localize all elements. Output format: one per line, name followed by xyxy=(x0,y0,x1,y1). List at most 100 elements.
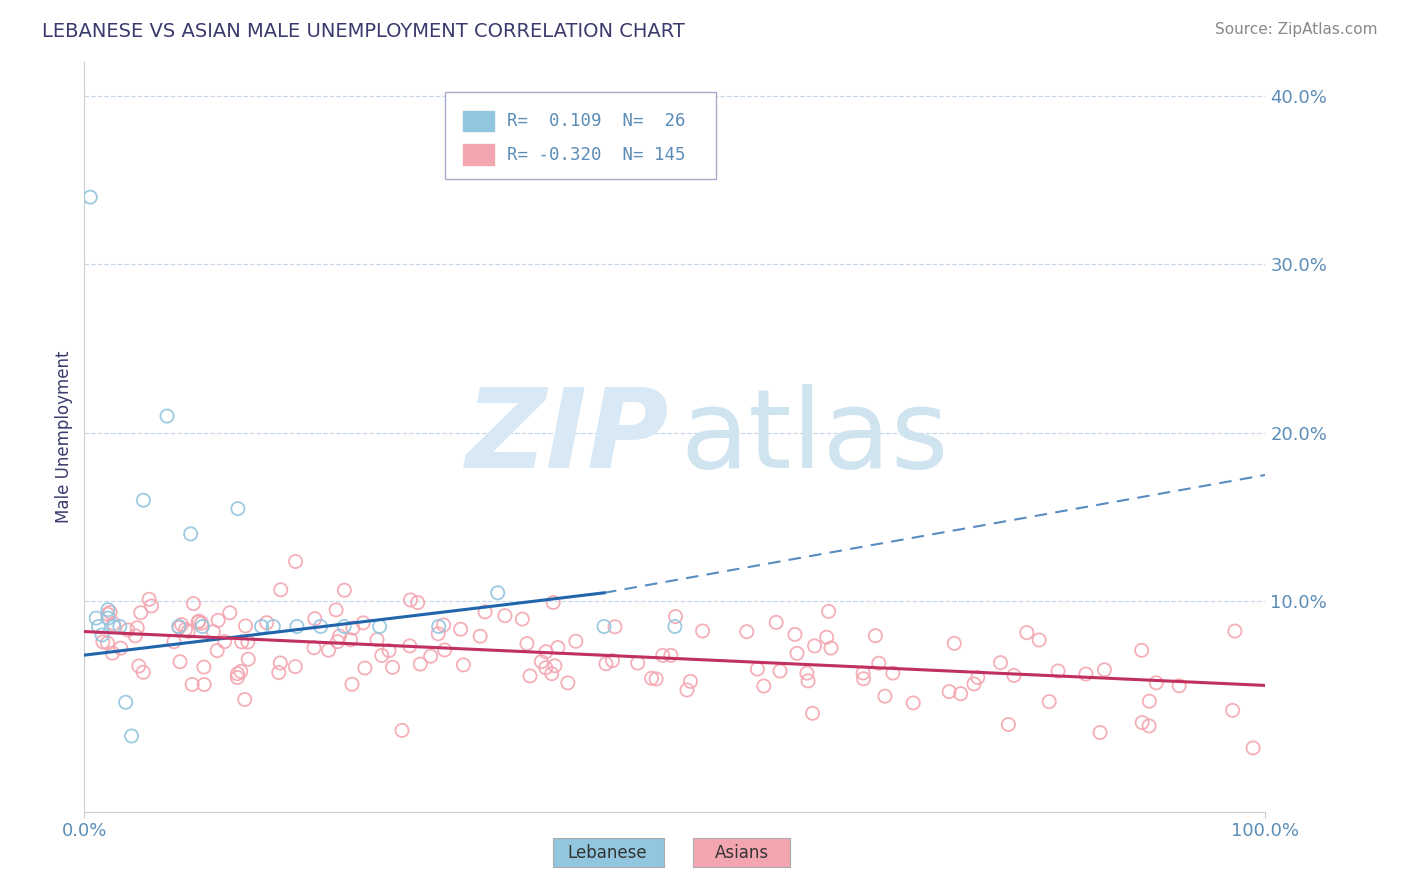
Point xyxy=(803,639,825,653)
Point xyxy=(868,657,890,671)
Point xyxy=(132,493,155,508)
Point xyxy=(1168,679,1191,693)
Point xyxy=(121,729,143,743)
FancyBboxPatch shape xyxy=(444,93,716,178)
Point xyxy=(433,618,456,632)
Point xyxy=(183,597,205,611)
Point xyxy=(304,612,326,626)
Point xyxy=(309,619,332,633)
Point xyxy=(640,671,662,685)
Point xyxy=(565,634,588,648)
Point xyxy=(882,666,904,681)
Point xyxy=(79,190,101,204)
Point xyxy=(284,554,307,568)
Point xyxy=(326,634,349,648)
Point xyxy=(1002,668,1025,682)
Point xyxy=(817,604,839,618)
Point xyxy=(1223,624,1246,638)
Point xyxy=(679,674,702,689)
Point xyxy=(103,616,125,631)
Point xyxy=(352,615,374,630)
FancyBboxPatch shape xyxy=(463,110,495,132)
Point xyxy=(132,665,155,680)
Point xyxy=(735,624,758,639)
Point xyxy=(333,583,356,598)
Point xyxy=(233,692,256,706)
Point xyxy=(256,615,278,630)
Point xyxy=(494,608,516,623)
Point xyxy=(540,666,562,681)
Point xyxy=(226,666,249,681)
Point xyxy=(371,648,394,663)
Point xyxy=(218,606,240,620)
Point xyxy=(949,687,972,701)
Point xyxy=(187,615,209,630)
Point xyxy=(353,661,375,675)
Point xyxy=(399,593,422,607)
Point xyxy=(141,599,163,613)
Point xyxy=(284,659,307,673)
Point xyxy=(1137,694,1160,708)
Point xyxy=(593,619,616,633)
Point xyxy=(769,664,792,678)
Point xyxy=(1038,695,1060,709)
Point xyxy=(516,637,538,651)
Point xyxy=(997,717,1019,731)
Point xyxy=(378,643,401,657)
Point xyxy=(128,659,150,673)
Point xyxy=(1130,643,1153,657)
Point xyxy=(534,661,557,675)
Point xyxy=(406,596,429,610)
Point xyxy=(226,501,249,516)
Point xyxy=(557,676,579,690)
Point xyxy=(938,684,960,698)
Point xyxy=(328,629,350,643)
Point xyxy=(188,614,211,628)
Point xyxy=(207,613,229,627)
Text: Lebanese: Lebanese xyxy=(568,844,647,862)
Point xyxy=(873,689,896,703)
Text: ZIP: ZIP xyxy=(465,384,669,491)
Point xyxy=(519,669,541,683)
Point xyxy=(530,655,553,669)
Point xyxy=(541,595,564,609)
Point xyxy=(659,648,682,663)
Point xyxy=(645,672,668,686)
Point xyxy=(117,623,139,637)
Point xyxy=(108,619,131,633)
Text: Source: ZipAtlas.com: Source: ZipAtlas.com xyxy=(1215,22,1378,37)
Point xyxy=(398,639,420,653)
Point xyxy=(1047,664,1070,678)
Point xyxy=(943,636,966,650)
Point xyxy=(226,671,249,685)
Point xyxy=(852,672,875,686)
Point xyxy=(342,621,364,635)
Point xyxy=(534,645,557,659)
Point xyxy=(127,621,149,635)
Point xyxy=(235,619,257,633)
Point xyxy=(474,605,496,619)
Y-axis label: Male Unemployment: Male Unemployment xyxy=(55,351,73,524)
Point xyxy=(101,646,124,660)
Point xyxy=(990,656,1012,670)
Point xyxy=(786,646,808,660)
Point xyxy=(651,648,673,663)
Text: Asians: Asians xyxy=(716,844,769,862)
Point xyxy=(238,652,260,666)
Point xyxy=(318,643,340,657)
Text: R=  0.109  N=  26: R= 0.109 N= 26 xyxy=(508,112,686,130)
Point xyxy=(91,628,114,642)
Point xyxy=(231,635,253,649)
Point xyxy=(129,606,152,620)
Point xyxy=(285,619,308,633)
Point xyxy=(167,619,190,633)
Point xyxy=(96,636,118,650)
FancyBboxPatch shape xyxy=(463,144,495,166)
Point xyxy=(103,619,125,633)
Point xyxy=(783,627,806,641)
Point xyxy=(250,619,273,633)
Point xyxy=(191,619,214,633)
Point xyxy=(391,723,413,738)
Point xyxy=(193,677,215,691)
Point xyxy=(801,706,824,721)
